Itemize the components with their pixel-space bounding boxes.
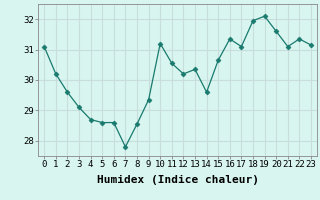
X-axis label: Humidex (Indice chaleur): Humidex (Indice chaleur)	[97, 175, 259, 185]
